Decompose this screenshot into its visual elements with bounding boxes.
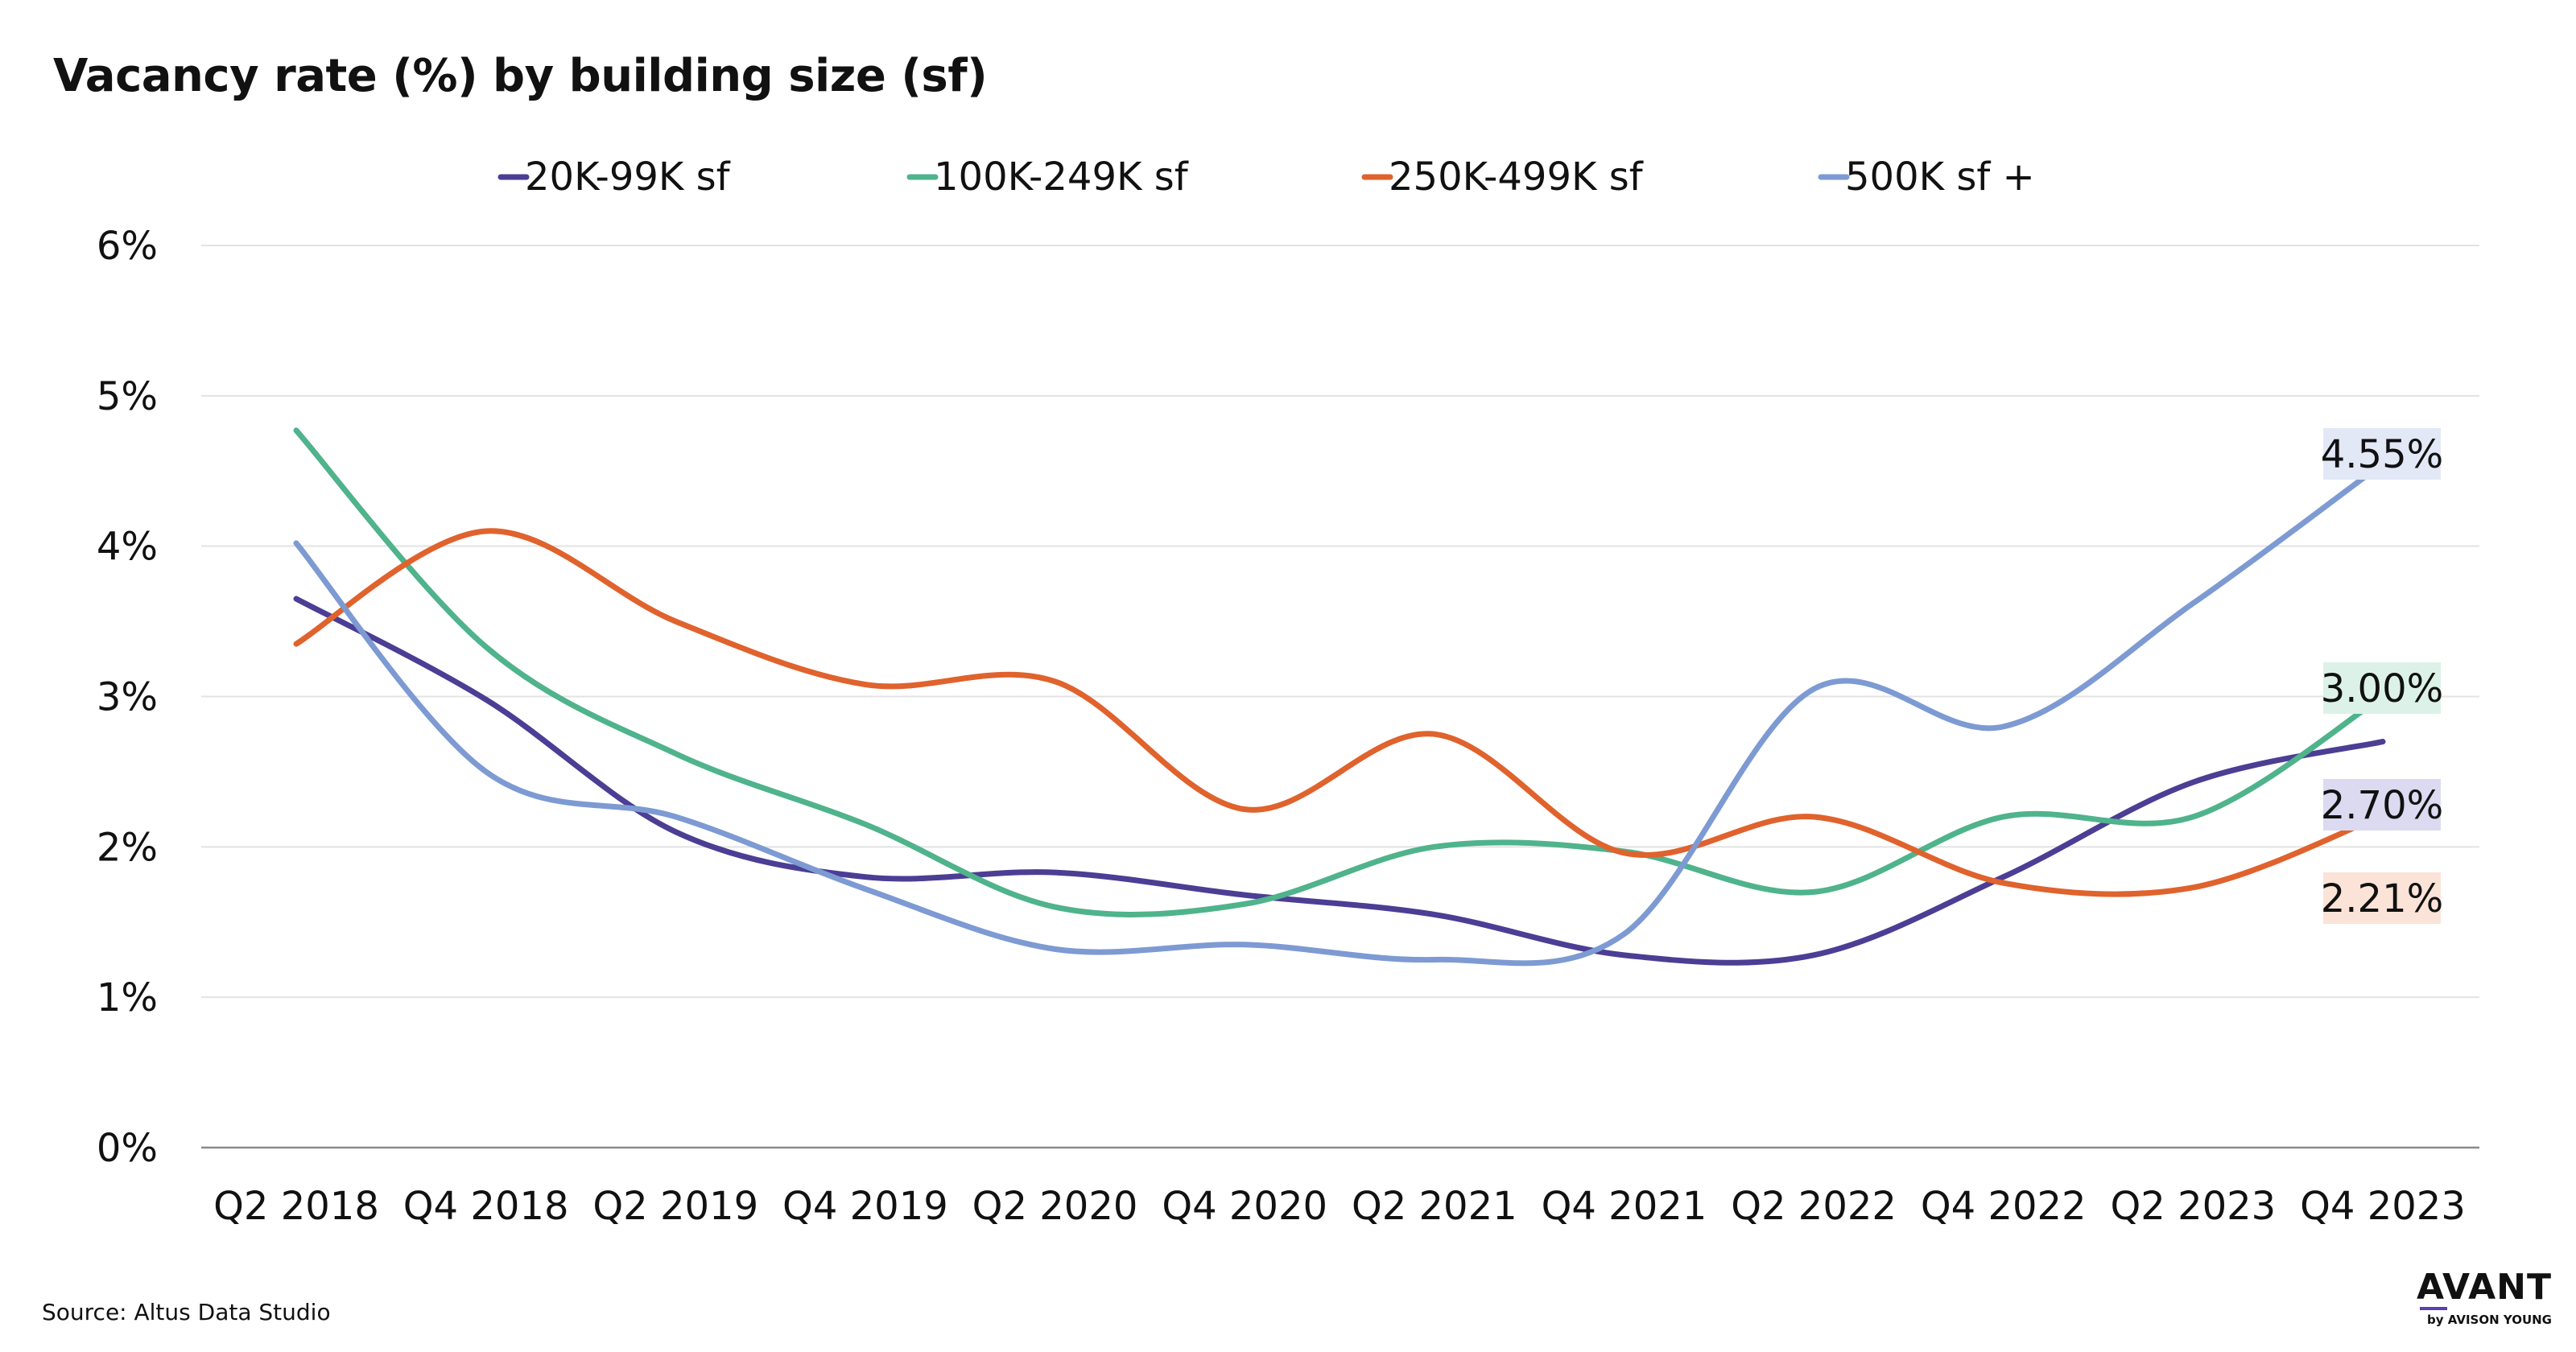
end-label-box (2323, 662, 2441, 714)
y-tick-label: 5% (97, 374, 158, 419)
series-line (293, 528, 2386, 897)
legend-label: 250K-499K sf (1389, 155, 1644, 200)
series-line (293, 596, 2386, 966)
y-tick-label: 0% (97, 1126, 158, 1171)
x-tick-label: Q4 2021 (1542, 1184, 1707, 1229)
x-tick-label: Q4 2020 (1162, 1184, 1327, 1229)
legend-label: 100K-249K sf (934, 155, 1189, 200)
x-tick-label: Q2 2020 (972, 1184, 1138, 1229)
legend-label: 20K-99K sf (525, 155, 731, 200)
x-tick-label: Q2 2022 (1731, 1184, 1897, 1229)
legend-item: 250K-499K sf (1361, 155, 1644, 200)
series-line (293, 427, 2386, 917)
y-tick-label: 3% (97, 675, 158, 720)
y-tick-label: 4% (97, 525, 158, 570)
y-tick-label: 2% (97, 825, 158, 870)
end-label-box (2323, 872, 2441, 924)
source-note: Source: Altus Data Studio (42, 1299, 331, 1325)
x-tick-label: Q2 2021 (1352, 1184, 1517, 1229)
x-tick-label: Q2 2023 (2110, 1184, 2276, 1229)
end-value-label: 3.00% (2321, 662, 2443, 714)
x-tick-label: Q4 2018 (403, 1184, 569, 1229)
legend-label: 500K sf + (1845, 155, 2035, 200)
end-label-text: 2.21% (2321, 876, 2443, 921)
y-tick-label: 6% (97, 224, 158, 269)
logo-subtitle: by AVISON YOUNG (2427, 1313, 2552, 1327)
logo-accent-bar (2419, 1307, 2447, 1310)
legend-item: 100K-249K sf (906, 155, 1189, 200)
end-label-box (2323, 428, 2441, 480)
legend-item: 500K sf + (1818, 155, 2035, 200)
end-value-label: 2.70% (2321, 779, 2443, 831)
legend-item: 20K-99K sf (497, 155, 731, 200)
x-tick-label: Q4 2019 (782, 1184, 948, 1229)
logo-wordmark: AVANT (2416, 1267, 2552, 1308)
end-label-text: 2.70% (2321, 783, 2443, 828)
series-line (293, 460, 2386, 967)
x-tick-label: Q2 2018 (213, 1184, 379, 1229)
chart-title: Vacancy rate (%) by building size (sf) (53, 50, 988, 102)
end-label-box (2323, 779, 2441, 831)
end-label-text: 4.55% (2321, 432, 2443, 477)
avant-logo: AVANT by AVISON YOUNG (2417, 1268, 2552, 1328)
y-tick-label: 1% (97, 975, 158, 1020)
x-tick-label: Q4 2022 (1921, 1184, 2087, 1229)
x-tick-label: Q4 2023 (2300, 1184, 2466, 1229)
end-label-text: 3.00% (2321, 666, 2443, 711)
end-value-label: 2.21% (2321, 872, 2443, 924)
x-tick-label: Q2 2019 (592, 1184, 758, 1229)
end-value-label: 4.55% (2321, 428, 2443, 480)
